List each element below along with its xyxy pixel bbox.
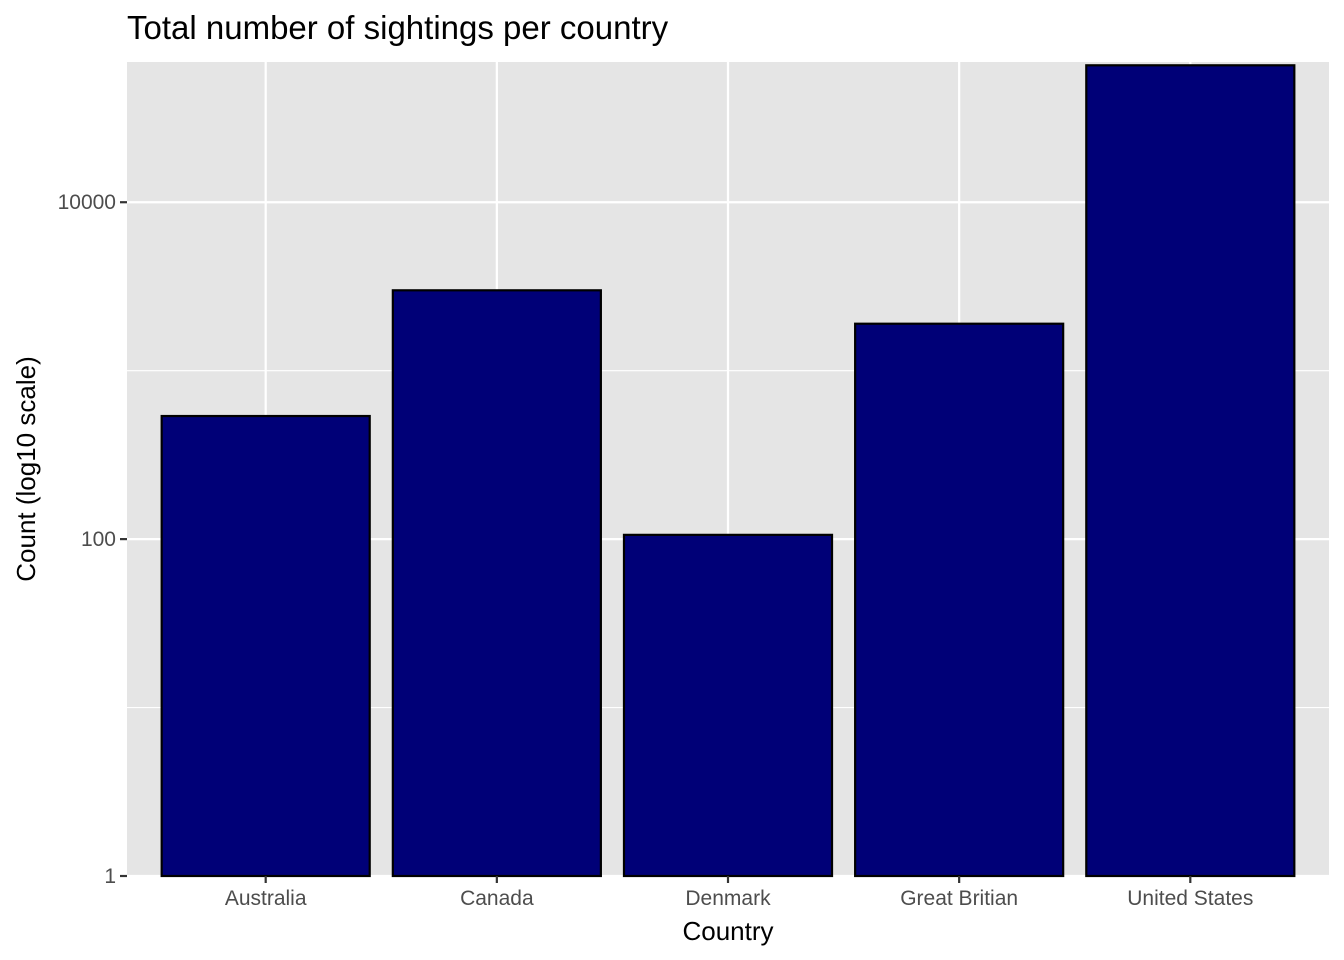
x-tick-label: Canada xyxy=(460,887,534,910)
y-axis-title: Count (log10 scale) xyxy=(11,356,41,581)
x-axis-title: Country xyxy=(682,916,773,946)
bar xyxy=(1085,64,1296,878)
x-tick-label: Australia xyxy=(225,887,307,910)
chart-title: Total number of sightings per country xyxy=(127,9,669,46)
y-tick-label: 10000 xyxy=(58,191,116,214)
y-tick-label: 1 xyxy=(104,865,116,888)
bars xyxy=(160,64,1296,878)
bar xyxy=(854,322,1065,878)
x-tick-label: United States xyxy=(1127,887,1253,910)
bar xyxy=(622,533,834,878)
x-tick-label: Denmark xyxy=(685,887,771,910)
x-tick-label: Great Britian xyxy=(900,887,1018,910)
x-axis: Australia Canada Denmark Great Britian Unite… xyxy=(225,876,1253,910)
y-axis: 1 100 10000 xyxy=(58,191,127,888)
bar xyxy=(160,414,371,878)
y-tick-label: 100 xyxy=(81,528,116,551)
bar xyxy=(391,289,602,878)
